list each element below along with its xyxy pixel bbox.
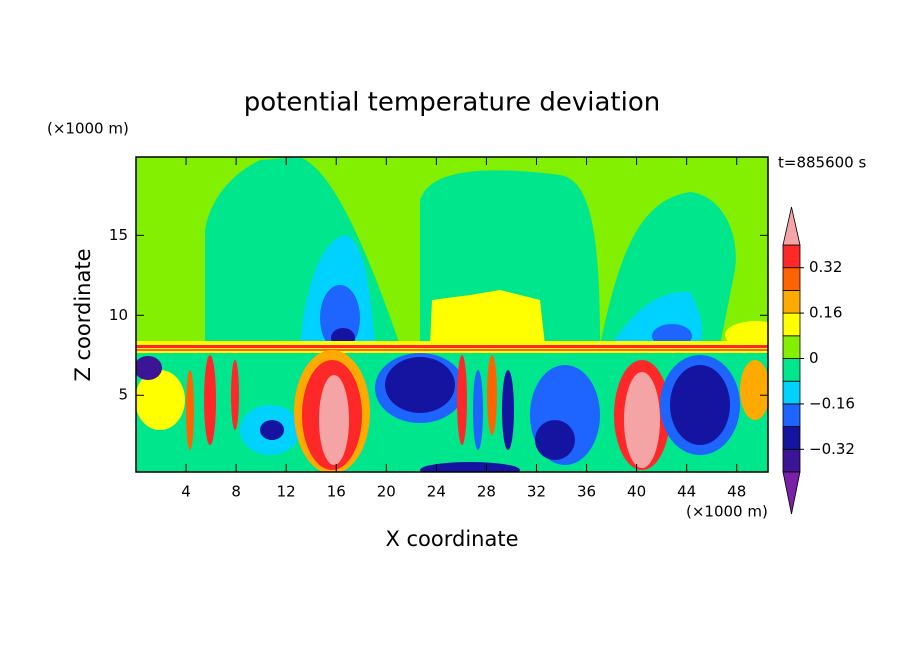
colorbar-band <box>782 312 801 337</box>
x-tick-label: 24 <box>427 483 446 501</box>
x-tick-label: 40 <box>627 483 646 501</box>
plot-frame <box>135 156 769 473</box>
colorbar-band <box>782 289 801 314</box>
field-region <box>136 345 768 348</box>
field-region <box>624 372 660 468</box>
chart-title: potential temperature deviation <box>244 88 660 118</box>
x-tick-label: 4 <box>181 483 191 501</box>
field-region <box>457 355 467 445</box>
x-tick-label: 8 <box>231 483 241 501</box>
colorbar-band <box>782 267 801 291</box>
x-tick-label: 12 <box>277 483 296 501</box>
colorbar-over <box>782 206 801 246</box>
colorbar-under <box>782 471 801 515</box>
colorbar-band <box>782 335 801 359</box>
field-region <box>186 370 194 450</box>
colorbar-band <box>782 358 801 382</box>
x-tick-label: 32 <box>527 483 546 501</box>
field-region <box>319 375 349 465</box>
field-region <box>430 290 545 345</box>
y-tick-label: 10 <box>109 306 128 324</box>
colorbar-band <box>782 244 801 269</box>
colorbar-tick-label: 0 <box>809 349 819 367</box>
x-tick-label: 48 <box>727 483 746 501</box>
x-tick-label: 44 <box>677 483 696 501</box>
x-unit: (×1000 m) <box>686 503 768 521</box>
y-axis-label: Z coordinate <box>71 248 95 381</box>
field-region <box>385 357 455 413</box>
contour-field <box>136 157 768 472</box>
field-region <box>473 370 483 450</box>
colorbar-tick-label: 0.32 <box>809 258 842 276</box>
colorbar-band <box>782 403 801 427</box>
x-tick-label: 20 <box>377 483 396 501</box>
field-region <box>535 420 575 460</box>
y-tick-label: 15 <box>109 226 128 244</box>
x-axis-label: X coordinate <box>385 527 518 551</box>
colorbar-tick-label: 0.16 <box>809 304 842 322</box>
field-region <box>136 349 768 351</box>
y-tick-label: 5 <box>118 386 128 404</box>
colorbar-tick-label: −0.16 <box>809 394 855 412</box>
colorbar-tick-label: −0.32 <box>809 440 855 458</box>
field-region <box>487 355 497 435</box>
x-tick-label: 36 <box>577 483 596 501</box>
field-region <box>204 355 216 445</box>
field-region <box>740 360 768 420</box>
x-tick-label: 16 <box>327 483 346 501</box>
field-region <box>420 462 520 472</box>
field-region <box>136 356 162 380</box>
annotation: t=885600 s <box>778 154 866 172</box>
field-region <box>136 370 185 430</box>
x-tick-label: 28 <box>477 483 496 501</box>
y-unit: (×1000 m) <box>47 120 129 138</box>
colorbar-band <box>782 448 801 473</box>
field-region <box>502 370 514 450</box>
colorbar-band <box>782 380 801 405</box>
field-region <box>260 420 284 440</box>
field-region <box>670 365 730 445</box>
colorbar-band <box>782 426 801 450</box>
field-region <box>600 192 736 345</box>
field-region <box>231 360 239 430</box>
